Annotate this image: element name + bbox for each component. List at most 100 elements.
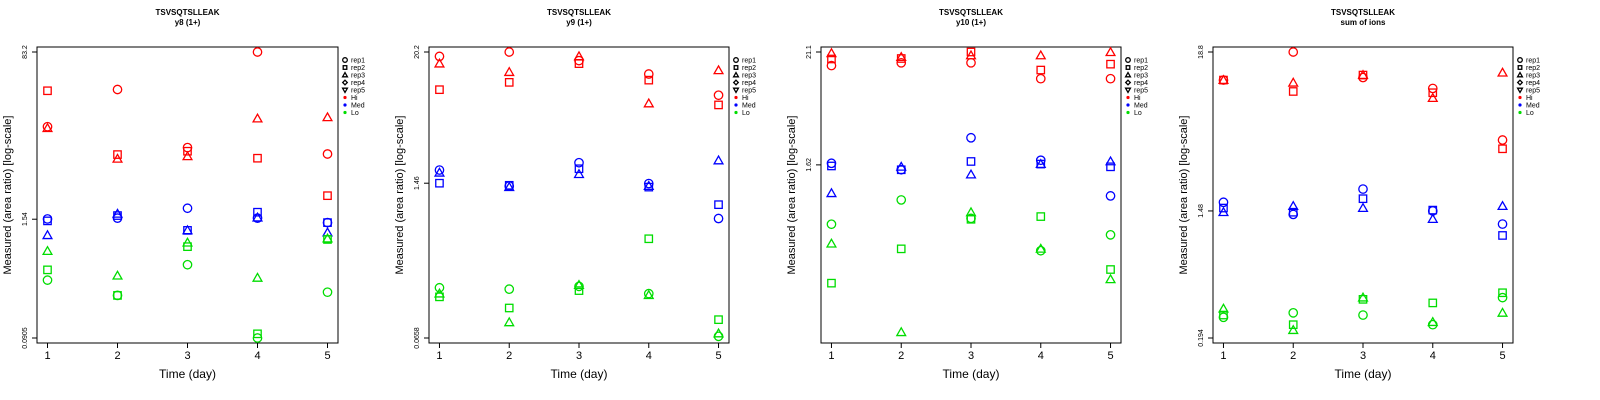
data-point: [643, 289, 655, 300]
data-point: [1106, 162, 1115, 172]
data-point: [434, 51, 445, 62]
legend-marker: [733, 57, 739, 63]
data-point: [183, 146, 192, 156]
legend-marker: [1126, 103, 1130, 107]
legend-label: rep5: [1526, 87, 1540, 94]
data-point: [895, 51, 907, 62]
data-point: [1497, 219, 1508, 229]
series-lo: [1217, 288, 1509, 335]
legend-marker: [1518, 103, 1522, 107]
legend-label: Lo: [1134, 110, 1142, 117]
x-tick-label: 5: [1107, 350, 1113, 362]
legend-label: Lo: [1526, 110, 1534, 117]
legend-label: rep1: [1526, 57, 1540, 64]
x-tick-label: 3: [968, 350, 974, 362]
data-point: [322, 287, 333, 298]
chart-title: TSVSQTSLLEAK: [1331, 8, 1395, 17]
data-point: [573, 50, 585, 61]
data-point: [321, 232, 334, 243]
data-point: [503, 66, 515, 77]
data-point: [252, 47, 263, 57]
legend-label: rep1: [351, 57, 365, 64]
series-lo: [433, 234, 725, 342]
data-point: [1218, 197, 1229, 208]
data-point: [183, 242, 192, 252]
x-tick-label: 3: [576, 350, 582, 362]
series-med: [433, 154, 725, 224]
legend-marker: [341, 71, 349, 78]
data-point: [323, 218, 332, 227]
data-point: [1218, 312, 1229, 323]
data-point: [825, 237, 837, 248]
data-point: [434, 282, 445, 293]
data-point: [112, 84, 123, 95]
legend-marker: [732, 71, 740, 78]
y-tick-label: 0.0658: [414, 327, 421, 349]
data-point: [251, 272, 264, 282]
legend-marker: [343, 103, 347, 107]
legend-marker: [341, 87, 349, 94]
y-tick-label: 0.194: [1198, 329, 1205, 347]
data-point: [1497, 307, 1509, 317]
plot-frame: [36, 46, 339, 344]
data-point: [1105, 73, 1116, 84]
data-point: [713, 213, 724, 224]
data-point: [112, 290, 123, 301]
chart-title: TSVSQTSLLEAK: [547, 8, 611, 17]
data-point: [435, 178, 444, 188]
data-point: [895, 161, 907, 171]
x-tick-label: 5: [324, 350, 330, 362]
data-point: [253, 153, 262, 163]
data-point: [433, 167, 445, 177]
data-point: [573, 279, 585, 290]
data-point: [1219, 203, 1228, 213]
data-point: [1105, 155, 1117, 166]
legend-marker: [732, 79, 740, 86]
legend-label: rep4: [1526, 80, 1540, 87]
data-point: [322, 149, 333, 159]
data-point: [1498, 288, 1507, 298]
data-point: [966, 157, 976, 166]
data-point: [1217, 74, 1229, 85]
series-med: [41, 203, 334, 240]
legend-marker: [1518, 95, 1522, 100]
legend-label: Hi: [742, 95, 749, 102]
data-point: [41, 122, 54, 133]
data-point: [826, 158, 837, 169]
legend-marker: [1125, 57, 1131, 63]
data-point: [435, 85, 444, 95]
data-point: [1498, 231, 1507, 240]
data-point: [251, 211, 264, 222]
data-point: [251, 112, 264, 123]
data-point: [643, 288, 654, 299]
y-tick-label: 1.62: [806, 158, 813, 172]
data-point: [1217, 302, 1229, 313]
data-point: [825, 187, 837, 198]
legend-label: rep3: [351, 72, 365, 79]
data-point: [1105, 229, 1116, 240]
legend-label: rep5: [351, 87, 365, 94]
data-point: [41, 245, 54, 256]
data-point: [43, 216, 52, 226]
legend-label: Lo: [742, 110, 750, 117]
data-point: [503, 316, 515, 327]
data-point: [504, 284, 515, 294]
data-point: [182, 203, 193, 214]
chart-subtitle: y9 (1+): [566, 18, 592, 27]
data-point: [574, 286, 584, 295]
data-point: [1288, 320, 1298, 330]
legend-marker: [1516, 87, 1524, 94]
x-tick-label: 2: [114, 350, 120, 362]
data-point: [644, 234, 654, 244]
x-tick-label: 2: [898, 350, 904, 362]
data-point: [713, 327, 725, 338]
data-point: [1357, 202, 1369, 213]
legend-marker: [1126, 95, 1130, 100]
y-tick-label: 1.54: [22, 212, 29, 226]
data-point: [1497, 66, 1509, 77]
data-point: [1427, 92, 1439, 103]
